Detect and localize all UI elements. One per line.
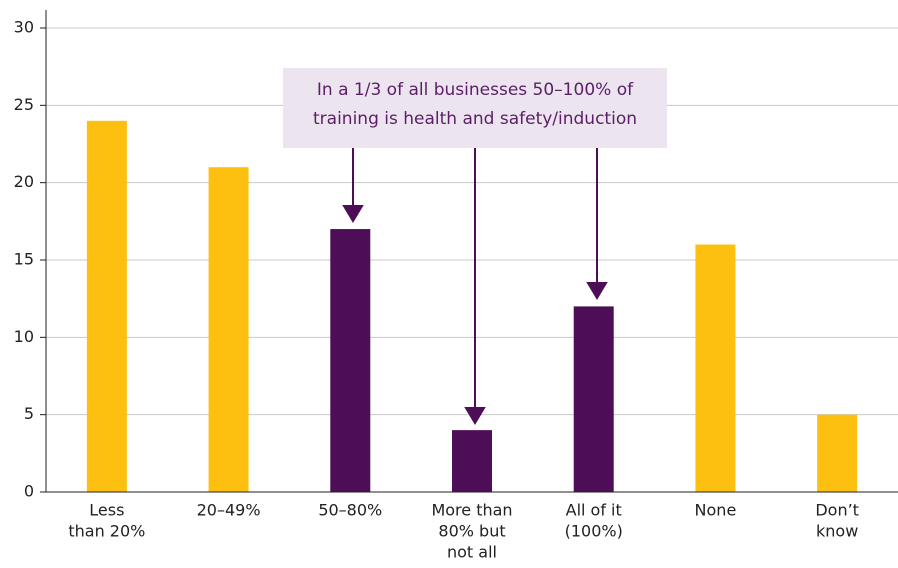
bar	[330, 229, 371, 493]
y-tick-label: 20	[14, 172, 34, 191]
bar	[86, 120, 127, 493]
annotation-text: training is health and safety/induction	[313, 109, 637, 129]
x-tick-label: (100%)	[565, 522, 623, 541]
y-tick-label: 15	[14, 250, 34, 269]
arrows	[342, 148, 608, 425]
x-tick-label: Don’t	[815, 501, 859, 520]
annotation-box	[283, 68, 667, 148]
x-tick-label: None	[695, 501, 737, 520]
y-tick-label: 5	[24, 404, 34, 423]
x-tick-label: More than	[431, 501, 512, 520]
bar	[573, 306, 614, 492]
x-tick-label: 50–80%	[318, 501, 382, 520]
y-tick-label: 10	[14, 327, 34, 346]
x-tick-label: not all	[447, 543, 497, 562]
annotation-text: In a 1/3 of all businesses 50–100% of	[317, 80, 634, 100]
bar	[817, 414, 858, 492]
y-tick-label: 25	[14, 95, 34, 114]
x-tick-label: know	[816, 522, 858, 541]
x-tick-label: Less	[89, 501, 124, 520]
x-tick-label: All of it	[566, 501, 622, 520]
bar	[452, 430, 492, 492]
x-tick-label: 80% but	[438, 522, 505, 541]
y-tick-label: 30	[14, 18, 34, 37]
bar	[695, 244, 736, 492]
x-tick-label: 20–49%	[197, 501, 261, 520]
x-tick-label: than 20%	[68, 522, 145, 541]
y-tick-label: 0	[24, 482, 34, 501]
bar	[208, 167, 249, 492]
